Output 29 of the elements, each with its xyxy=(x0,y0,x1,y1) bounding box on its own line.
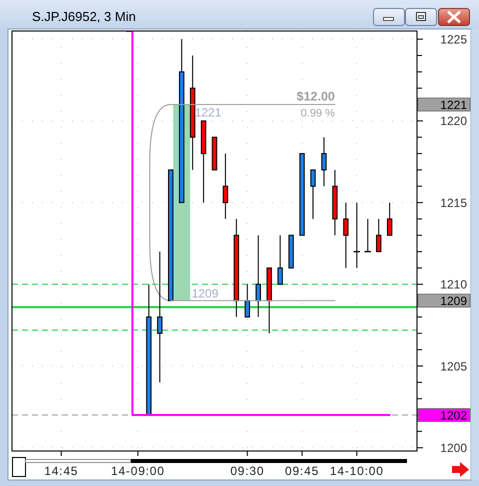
annotation: 1209 xyxy=(192,286,219,301)
candlestick xyxy=(277,234,283,285)
y-tick-label: 1205 xyxy=(440,359,468,374)
candlestick xyxy=(222,153,228,220)
x-tick-label: 14-09:00 xyxy=(110,464,165,478)
x-tick-label: 09:30 xyxy=(230,464,264,478)
y-tick-label: 1209 xyxy=(440,294,468,308)
candlestick xyxy=(310,169,316,220)
candlestick xyxy=(157,251,162,383)
x-tick-label: 14-10:00 xyxy=(330,464,384,478)
candlestick xyxy=(343,202,349,268)
candlestick xyxy=(386,202,392,236)
chart-title: S.JP.J6952, 3 Min xyxy=(32,9,136,24)
y-tick-label: 1215 xyxy=(440,196,468,210)
candlestick xyxy=(256,234,261,318)
candlestick xyxy=(244,284,250,318)
y-tick-label: 1200 xyxy=(440,441,468,456)
candlestick xyxy=(321,136,327,187)
annotation: 0.99 % xyxy=(300,108,336,120)
x-tick-label: 14:45 xyxy=(44,464,78,478)
candlestick xyxy=(376,218,382,252)
x-tick-label: 09:45 xyxy=(285,464,320,478)
y-tick-label: 1221 xyxy=(440,98,468,112)
y-tick-label: 1225 xyxy=(440,32,468,46)
annotation: $12.00 xyxy=(296,90,335,104)
annotation: 1221 xyxy=(194,106,222,120)
y-tick-label: 1210 xyxy=(440,278,468,292)
y-tick-label: 1220 xyxy=(440,114,468,128)
y-tick-label: 1202 xyxy=(440,408,468,422)
